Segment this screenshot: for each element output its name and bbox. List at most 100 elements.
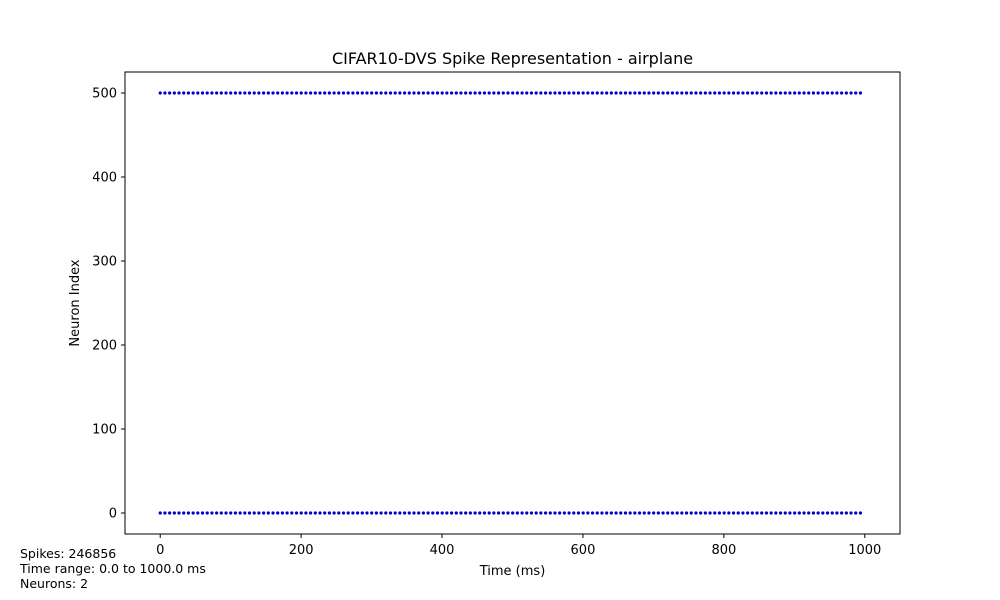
spike-point — [384, 91, 388, 95]
spike-point — [614, 91, 618, 95]
y-tick-label: 0 — [109, 507, 117, 522]
x-tick-label: 0 — [156, 543, 164, 558]
spike-point — [219, 91, 223, 95]
spike-point — [200, 511, 205, 515]
spike-point — [313, 511, 317, 515]
spike-point — [572, 511, 576, 515]
spike-point — [722, 91, 726, 95]
spike-point — [703, 511, 707, 515]
spike-point — [783, 91, 787, 95]
spike-point — [191, 91, 195, 95]
spike-point — [713, 511, 717, 515]
spike-point — [558, 511, 562, 515]
spike-point — [374, 91, 378, 95]
spike-point — [346, 91, 350, 95]
spike-point — [445, 511, 449, 515]
spike-point — [172, 91, 176, 95]
spike-point — [736, 91, 740, 95]
spike-point — [793, 91, 797, 95]
spike-point — [501, 511, 505, 515]
spike-point — [567, 511, 571, 515]
spike-point — [238, 91, 242, 95]
spike-point — [478, 511, 482, 515]
spike-point — [515, 511, 519, 515]
spike-point — [402, 511, 407, 515]
spike-point — [332, 91, 336, 95]
spike-point — [285, 511, 289, 515]
spike-point — [525, 511, 529, 515]
spike-point — [445, 91, 449, 95]
spike-point — [708, 91, 712, 95]
y-tick-label: 100 — [92, 423, 117, 438]
spike-point — [680, 511, 684, 515]
spike-point — [243, 511, 247, 515]
y-axis-label: Neuron Index — [68, 259, 83, 346]
spike-point — [511, 511, 515, 515]
spike-point — [623, 511, 628, 515]
spike-point — [525, 91, 529, 95]
spike-point — [605, 91, 609, 95]
spike-point — [760, 91, 764, 95]
spike-point — [440, 91, 444, 95]
spike-point — [670, 511, 675, 515]
spike-point — [247, 511, 252, 515]
spike-point — [487, 511, 491, 515]
spike-point — [360, 511, 364, 515]
spike-point — [520, 91, 524, 95]
spike-point — [670, 91, 675, 95]
spike-point — [266, 91, 270, 95]
spike-point — [501, 91, 505, 95]
spike-point — [379, 91, 383, 95]
spike-point — [708, 511, 712, 515]
spike-point — [309, 91, 313, 95]
spike-point — [590, 91, 595, 95]
spike-point — [313, 91, 317, 95]
spike-point — [529, 91, 534, 95]
spike-point — [534, 511, 538, 515]
spike-point — [229, 91, 233, 95]
spike-point — [558, 91, 562, 95]
spike-point — [482, 511, 487, 515]
spike-point — [595, 511, 599, 515]
spike-point — [294, 511, 299, 515]
spike-point — [196, 511, 200, 515]
spike-point — [449, 511, 454, 515]
spike-point — [365, 91, 369, 95]
spike-point — [562, 91, 566, 95]
spike-point — [473, 91, 477, 95]
spike-point — [534, 91, 538, 95]
spike-point — [844, 511, 848, 515]
spike-point — [332, 511, 336, 515]
y-tick-label: 300 — [92, 255, 117, 270]
spike-point — [473, 511, 477, 515]
spike-point — [774, 511, 778, 515]
spike-point — [661, 91, 665, 95]
spike-point — [825, 511, 830, 515]
spike-point — [304, 91, 308, 95]
y-axis-ticks: 0 100 200 300 400 500 — [92, 87, 125, 522]
spike-point — [844, 91, 848, 95]
spike-point — [802, 91, 806, 95]
spike-point — [487, 91, 491, 95]
spike-point — [609, 91, 613, 95]
spike-point — [262, 511, 266, 515]
spike-point — [802, 511, 806, 515]
spike-point — [755, 91, 759, 95]
spike-point — [449, 91, 454, 95]
spike-point — [431, 91, 435, 95]
spike-point — [619, 511, 623, 515]
spike-point — [746, 91, 750, 95]
spike-point — [731, 91, 736, 95]
spike-point — [341, 511, 346, 515]
spike-point — [581, 511, 585, 515]
spike-row-0 — [158, 511, 863, 515]
spike-point — [459, 511, 463, 515]
spike-point — [492, 91, 496, 95]
spike-point — [356, 511, 360, 515]
spike-point — [774, 91, 778, 95]
spike-point — [224, 511, 228, 515]
spike-point — [788, 91, 792, 95]
spike-point — [590, 511, 595, 515]
spike-point — [811, 91, 816, 95]
